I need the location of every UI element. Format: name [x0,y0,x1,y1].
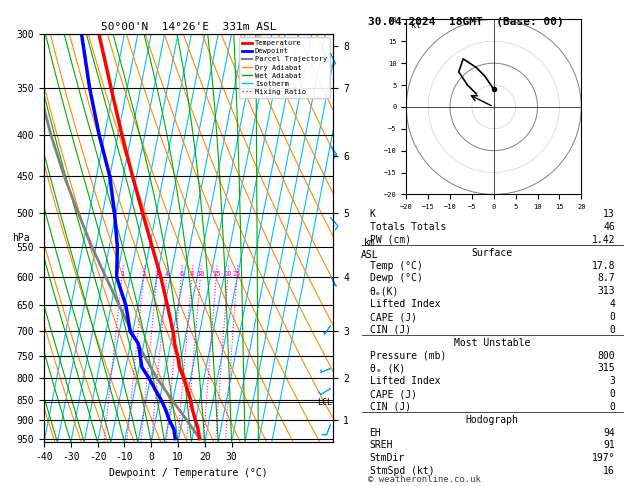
Text: hPa: hPa [12,233,30,243]
Text: 6: 6 [179,271,184,278]
Text: 13: 13 [603,209,615,219]
Text: StmDir: StmDir [369,453,404,463]
X-axis label: Dewpoint / Temperature (°C): Dewpoint / Temperature (°C) [109,468,268,478]
Text: 4: 4 [609,299,615,309]
Text: 16: 16 [603,466,615,476]
Text: 25: 25 [233,271,241,278]
Text: CIN (J): CIN (J) [369,402,411,412]
Legend: Temperature, Dewpoint, Parcel Trajectory, Dry Adiabat, Wet Adiabat, Isotherm, Mi: Temperature, Dewpoint, Parcel Trajectory… [239,37,330,98]
Text: 4: 4 [165,271,169,278]
Text: 315: 315 [598,364,615,373]
Text: 20: 20 [223,271,232,278]
Text: 3: 3 [155,271,159,278]
Text: θₑ (K): θₑ (K) [369,364,404,373]
Text: PW (cm): PW (cm) [369,235,411,245]
Text: 91: 91 [603,440,615,451]
Text: 197°: 197° [591,453,615,463]
Text: θₑ(K): θₑ(K) [369,286,399,296]
Text: CAPE (J): CAPE (J) [369,389,416,399]
Text: 800: 800 [598,350,615,361]
Text: 0: 0 [609,402,615,412]
Text: K: K [369,209,376,219]
Text: Lifted Index: Lifted Index [369,376,440,386]
Text: 313: 313 [598,286,615,296]
Text: 8: 8 [190,271,194,278]
Text: CAPE (J): CAPE (J) [369,312,416,322]
Text: 17.8: 17.8 [591,260,615,271]
Text: 10: 10 [196,271,204,278]
Text: StmSpd (kt): StmSpd (kt) [369,466,434,476]
Text: 8.7: 8.7 [598,274,615,283]
Text: Lifted Index: Lifted Index [369,299,440,309]
Text: 15: 15 [212,271,220,278]
Text: Temp (°C): Temp (°C) [369,260,423,271]
Text: 0: 0 [609,312,615,322]
Text: 1: 1 [120,271,124,278]
Text: LCL: LCL [318,398,333,407]
Text: 46: 46 [603,222,615,232]
Text: Most Unstable: Most Unstable [454,338,530,347]
Title: 50°00'N  14°26'E  331m ASL: 50°00'N 14°26'E 331m ASL [101,22,277,32]
Text: 3: 3 [609,376,615,386]
Text: Hodograph: Hodograph [465,415,519,425]
Text: EH: EH [369,428,381,437]
Text: 94: 94 [603,428,615,437]
Text: SREH: SREH [369,440,393,451]
Text: Dewp (°C): Dewp (°C) [369,274,423,283]
Text: Totals Totals: Totals Totals [369,222,446,232]
Text: © weatheronline.co.uk: © weatheronline.co.uk [368,474,481,484]
Text: 2: 2 [142,271,146,278]
Y-axis label: km
ASL: km ASL [361,238,379,260]
Text: 0: 0 [609,325,615,335]
Text: Surface: Surface [472,248,513,258]
Text: 1.42: 1.42 [591,235,615,245]
Text: Pressure (mb): Pressure (mb) [369,350,446,361]
Text: 0: 0 [609,389,615,399]
Text: kt: kt [411,21,421,30]
Text: 30.04.2024  18GMT  (Base: 00): 30.04.2024 18GMT (Base: 00) [368,17,564,27]
Text: CIN (J): CIN (J) [369,325,411,335]
